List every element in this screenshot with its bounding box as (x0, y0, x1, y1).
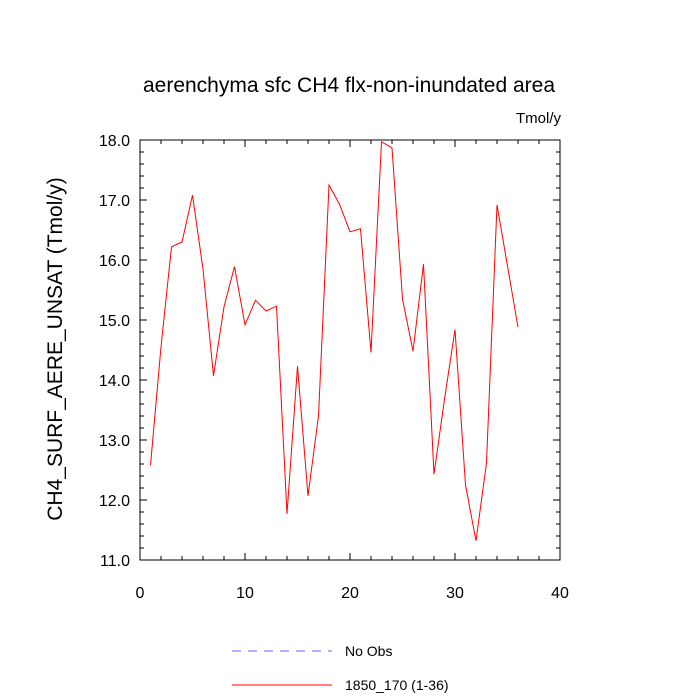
chart-title: aerenchyma sfc CH4 flx-non-inundated are… (143, 74, 555, 97)
plot-frame (139, 139, 561, 561)
y-axis-label: CH4_SURF_AERE_UNSAT (Tmol/y) (44, 177, 67, 520)
legend: No Obs 1850_170 (1-36) (232, 643, 449, 693)
x-tick-label: 30 (446, 585, 464, 602)
legend-label: 1850_170 (1-36) (345, 677, 449, 693)
y-tick-label: 13.0 (99, 433, 130, 450)
legend-label: No Obs (345, 643, 392, 659)
x-tick-label: 10 (236, 585, 254, 602)
y-tick-label: 15.0 (99, 313, 130, 330)
y-tick-label: 17.0 (99, 193, 130, 210)
y-tick-label: 18.0 (99, 133, 130, 150)
y-tick-label: 11.0 (100, 553, 130, 570)
series-layer (150, 140, 519, 541)
x-tick-label: 40 (551, 585, 569, 602)
y-tick-label: 14.0 (99, 373, 130, 390)
x-tick-label: 20 (341, 585, 359, 602)
y-tick-label: 16.0 (99, 253, 130, 270)
units-label: Tmol/y (516, 110, 562, 127)
series-line (150, 140, 519, 541)
ticks-layer: 0 10 20 30 40 11.0 12.0 13.0 14.0 15.0 16.0 17.0 18.… (99, 133, 569, 602)
y-tick-label: 12.0 (99, 493, 130, 510)
x-tick-label: 0 (136, 585, 145, 602)
